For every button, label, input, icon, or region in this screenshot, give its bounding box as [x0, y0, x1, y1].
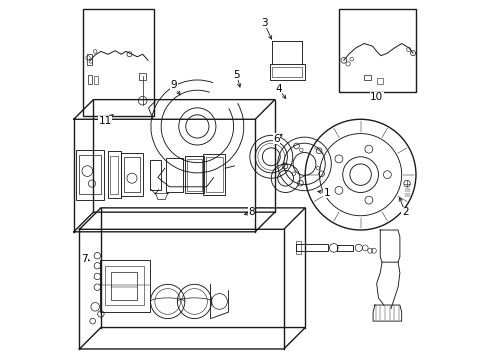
Text: 5: 5	[233, 69, 240, 80]
Bar	[376, 78, 382, 84]
Bar	[166, 158, 183, 192]
Bar	[269, 64, 305, 80]
Text: 11: 11	[99, 116, 112, 126]
Bar	[339, 9, 415, 93]
Text: 10: 10	[369, 92, 383, 102]
Text: 9: 9	[170, 80, 177, 90]
Bar	[100, 260, 149, 312]
Bar	[83, 9, 154, 116]
Text: 6: 6	[273, 134, 280, 144]
Text: 7: 7	[81, 253, 88, 264]
Bar	[94, 76, 98, 84]
Bar	[110, 272, 137, 300]
Text: 2: 2	[401, 207, 408, 217]
Bar	[80, 155, 101, 194]
Bar	[86, 54, 91, 65]
Bar	[205, 157, 222, 192]
Text: 3: 3	[260, 18, 267, 28]
Bar	[203, 154, 224, 195]
Bar	[296, 242, 300, 254]
Bar	[105, 266, 144, 305]
Bar	[139, 73, 145, 80]
Bar	[107, 152, 121, 198]
Bar	[110, 156, 118, 194]
Bar	[272, 67, 302, 77]
Bar	[149, 159, 160, 190]
Text: 8: 8	[248, 207, 254, 217]
Bar	[121, 153, 143, 196]
Bar	[186, 159, 202, 190]
Bar	[124, 157, 140, 192]
Bar	[88, 75, 92, 84]
Text: 4: 4	[275, 84, 281, 94]
Text: 1: 1	[323, 188, 329, 198]
Bar	[184, 156, 204, 193]
Bar	[76, 150, 104, 200]
Bar	[364, 75, 370, 80]
